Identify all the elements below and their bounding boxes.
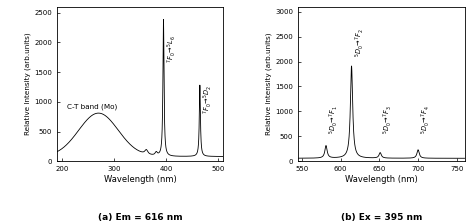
Text: $^5D_0\!\rightarrow\!{}^7F_2$: $^5D_0\!\rightarrow\!{}^7F_2$ <box>353 28 365 57</box>
Y-axis label: Relative Intensity (arb.units): Relative Intensity (arb.units) <box>25 33 31 135</box>
X-axis label: Wavelength (nm): Wavelength (nm) <box>345 175 418 184</box>
Text: $^5D_0\!\rightarrow\!{}^7F_3$: $^5D_0\!\rightarrow\!{}^7F_3$ <box>382 105 394 134</box>
Text: C-T band (Mo): C-T band (Mo) <box>67 103 118 110</box>
X-axis label: Wavelength (nm): Wavelength (nm) <box>104 175 176 184</box>
Text: $^7F_0\!\rightarrow\!{}^5D_2$: $^7F_0\!\rightarrow\!{}^5D_2$ <box>202 85 214 114</box>
Text: $^5D_0\!\rightarrow\!{}^7F_1$: $^5D_0\!\rightarrow\!{}^7F_1$ <box>328 105 340 134</box>
Text: $^7F_0\!\rightarrow\!{}^5L_6$: $^7F_0\!\rightarrow\!{}^5L_6$ <box>165 35 178 63</box>
Text: $^5D_0\!\rightarrow\!{}^7F_4$: $^5D_0\!\rightarrow\!{}^7F_4$ <box>419 105 432 134</box>
Y-axis label: Relative intensity (arb.units): Relative intensity (arb.units) <box>266 33 273 135</box>
Title: (a) Em = 616 nm: (a) Em = 616 nm <box>98 213 182 222</box>
Title: (b) Ex = 395 nm: (b) Ex = 395 nm <box>341 213 422 222</box>
